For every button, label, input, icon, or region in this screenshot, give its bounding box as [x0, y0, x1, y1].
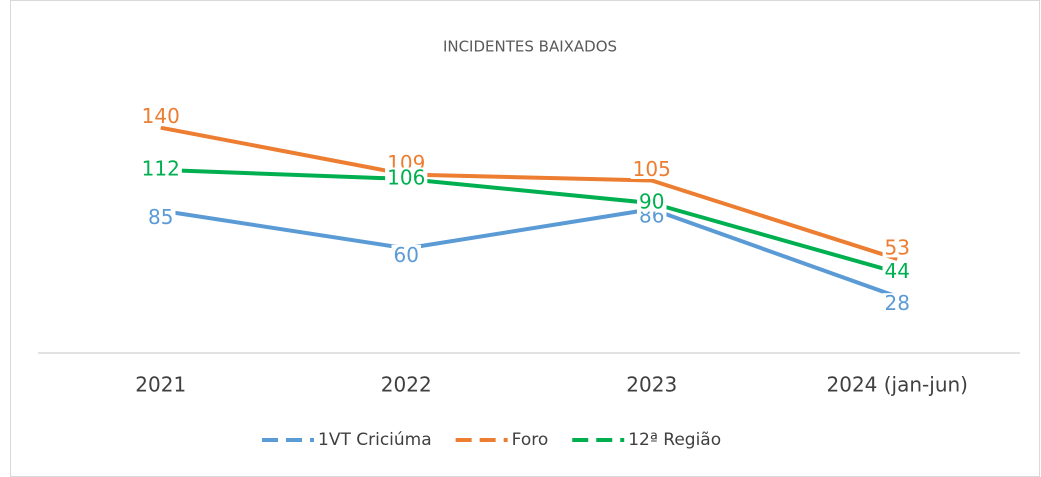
series-line [160, 125, 898, 261]
legend-label: Foro [512, 430, 549, 450]
data-label: 53 [885, 235, 910, 259]
data-label-bg [139, 106, 182, 127]
data-label-bg [139, 158, 182, 179]
x-tick-label: 2021 [135, 373, 186, 397]
chart-title: INCIDENTES BAIXADOS [443, 38, 617, 56]
x-tick-label: 2024 (jan-jun) [827, 373, 968, 397]
data-label-bg [882, 237, 912, 258]
legend-label: 1VT Criciúma [318, 430, 432, 450]
data-label-bg [882, 261, 912, 282]
data-label: 140 [142, 104, 180, 128]
x-tick-label: 2023 [626, 373, 677, 397]
data-label: 90 [639, 190, 664, 214]
data-label-bg [385, 167, 428, 188]
data-label: 60 [394, 243, 419, 267]
chart-border [10, 0, 1040, 477]
data-label: 105 [633, 157, 671, 181]
data-label: 28 [885, 291, 910, 315]
series-line [160, 167, 898, 275]
data-label-bg [391, 244, 421, 265]
data-label: 44 [885, 259, 910, 283]
data-label-bg [630, 158, 673, 179]
data-label-bg [146, 207, 176, 228]
x-tick-label: 2022 [381, 373, 432, 397]
data-label: 112 [142, 156, 180, 180]
legend-label: 12ª Região [628, 430, 721, 450]
data-label: 85 [148, 205, 173, 229]
data-label-bg [882, 293, 912, 314]
data-label: 106 [387, 165, 425, 189]
data-label-bg [637, 191, 667, 212]
series-line [160, 207, 898, 299]
